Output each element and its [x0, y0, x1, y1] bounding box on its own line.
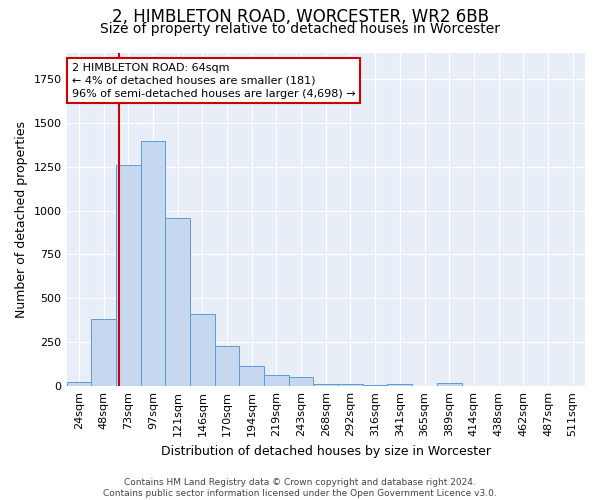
- Text: 2 HIMBLETON ROAD: 64sqm
← 4% of detached houses are smaller (181)
96% of semi-de: 2 HIMBLETON ROAD: 64sqm ← 4% of detached…: [72, 62, 355, 99]
- Bar: [388, 384, 412, 386]
- Bar: [239, 366, 264, 386]
- X-axis label: Distribution of detached houses by size in Worcester: Distribution of detached houses by size …: [161, 444, 491, 458]
- Bar: [437, 382, 461, 386]
- Bar: [215, 346, 239, 386]
- Bar: [363, 385, 388, 386]
- Bar: [67, 382, 91, 386]
- Bar: [313, 384, 338, 386]
- Bar: [91, 320, 116, 386]
- Bar: [289, 378, 313, 386]
- Text: Contains HM Land Registry data © Crown copyright and database right 2024.
Contai: Contains HM Land Registry data © Crown c…: [103, 478, 497, 498]
- Bar: [116, 165, 140, 386]
- Bar: [190, 314, 215, 386]
- Bar: [338, 384, 363, 386]
- Bar: [165, 218, 190, 386]
- Bar: [140, 141, 165, 386]
- Text: Size of property relative to detached houses in Worcester: Size of property relative to detached ho…: [100, 22, 500, 36]
- Y-axis label: Number of detached properties: Number of detached properties: [15, 121, 28, 318]
- Text: 2, HIMBLETON ROAD, WORCESTER, WR2 6BB: 2, HIMBLETON ROAD, WORCESTER, WR2 6BB: [112, 8, 488, 26]
- Bar: [264, 375, 289, 386]
